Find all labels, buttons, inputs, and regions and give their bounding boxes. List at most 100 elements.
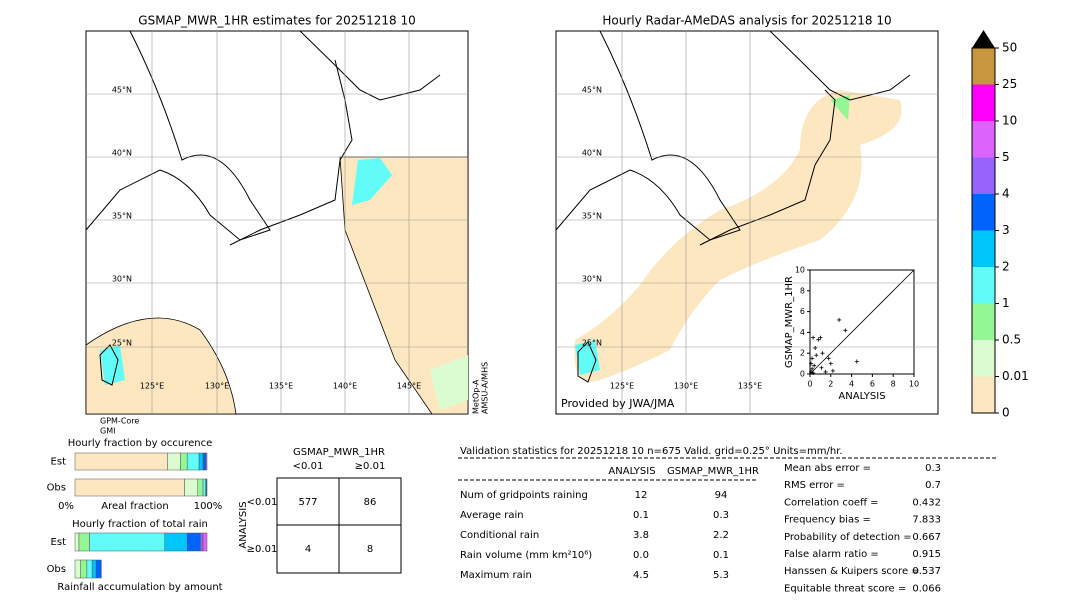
colorbar-label: 10 (1002, 114, 1017, 128)
score-label: Hanssen & Kuipers score = (784, 566, 920, 577)
row-value: 0.0 (633, 550, 649, 561)
x-tick-label: 0 (807, 380, 812, 389)
score-label: Probability of detection = (784, 532, 912, 543)
colorbar-label: 50 (1002, 41, 1017, 55)
row-axis: ANALYSIS (238, 501, 249, 548)
bar-segment (74, 559, 81, 579)
table-cell: 86 (364, 497, 377, 508)
score-label: False alarm ratio = (784, 549, 879, 560)
row-label: Num of gridpoints raining (460, 490, 588, 501)
colorbar-segment (972, 84, 995, 121)
y-tick-label: 4 (800, 328, 805, 337)
score-value: 0.915 (912, 549, 941, 560)
x-tick-label: 4 (849, 380, 854, 389)
category-label: Obs (47, 564, 66, 575)
table-cell: 4 (305, 544, 311, 555)
lon-label: 145°E (397, 382, 421, 391)
y-tick-label: 8 (800, 286, 805, 295)
lon-label: 130°E (205, 382, 229, 391)
row-header: <0.01 (247, 497, 278, 508)
row-label: Conditional rain (460, 530, 539, 541)
colorbar-segment (972, 157, 995, 194)
lat-label: 45°N (112, 86, 132, 95)
scatter-point (830, 368, 835, 373)
scatter-point (809, 369, 814, 374)
colorbar-extend (972, 30, 995, 48)
row-value: 0.1 (713, 550, 729, 561)
chart-title: Hourly fraction by occurence (68, 438, 212, 449)
bar-segment (186, 532, 201, 552)
colorbar-segment (972, 48, 995, 85)
score-value: 0.066 (912, 583, 941, 594)
colorbar-label: 1 (1002, 296, 1010, 310)
scatter-point (828, 361, 833, 366)
credit: Provided by JWA/JMA (561, 397, 675, 410)
score-label: Mean abs error = (784, 463, 871, 474)
bar-segment (206, 478, 208, 497)
x-axis-label: ANALYSIS (838, 391, 885, 402)
scatter-point (854, 359, 859, 364)
colorbar-label: 3 (1002, 223, 1010, 237)
category-label: Est (51, 457, 67, 468)
bar-segment (164, 532, 188, 552)
score-label: RMS error = (784, 480, 845, 491)
scatter-point (823, 369, 828, 374)
scatter-point (812, 363, 817, 368)
lat-label: 45°N (582, 86, 602, 95)
colorbar-segment (972, 121, 995, 158)
y-tick-label: 10 (795, 266, 805, 275)
lon-label: 125°E (140, 382, 164, 391)
stats-header: Validation statistics for 20251218 10 n=… (460, 446, 843, 457)
category-label: Est (51, 537, 67, 548)
chart-title: Hourly fraction of total rain (72, 519, 208, 530)
score-value: 0.537 (912, 566, 941, 577)
bar-segment (74, 478, 185, 497)
table-cell: 8 (367, 544, 373, 555)
lat-label: 25°N (582, 339, 602, 348)
bar-segment (89, 532, 166, 552)
row-label: Rain volume (mm km²10⁶) (460, 550, 592, 561)
scatter-point (814, 353, 819, 358)
colorbar-segment (972, 267, 995, 304)
bar-segment (186, 452, 200, 471)
lon-label: 130°E (674, 382, 698, 391)
row-value: 0.3 (713, 510, 729, 521)
score-value: 0.432 (912, 497, 941, 508)
colorbar-label: 2 (1002, 260, 1010, 274)
colorbar-label: 25 (1002, 77, 1017, 91)
y-tick-label: 6 (800, 307, 805, 316)
lon-label: 135°E (738, 382, 762, 391)
row-value: 5.3 (713, 570, 729, 581)
axis-label: Areal fraction (101, 501, 168, 512)
x-tick-label: 10 (909, 380, 919, 389)
column-header: ≥0.01 (355, 461, 386, 472)
scatter-point (818, 335, 823, 340)
scatter-point (819, 365, 824, 370)
bar-segment (205, 452, 208, 471)
score-label: Equitable threat score = (784, 583, 906, 594)
chart-footer: Rainfall accumulation by amount (57, 582, 222, 593)
score-label: Frequency bias = (784, 515, 871, 526)
axis-label: 100% (194, 501, 223, 512)
bar-segment (74, 532, 80, 552)
dynamic: GSMAP_MWR_1HR estimates for 20251218 10 4… (47, 14, 1029, 595)
x-tick-label: 8 (891, 380, 896, 389)
x-tick-label: 2 (828, 380, 833, 389)
bar-segment (200, 532, 204, 552)
bar-segment (80, 559, 88, 579)
bar-segment (184, 478, 199, 497)
colorbar-label: 4 (1002, 187, 1010, 201)
y-axis-label: GSMAP_MWR_1HR (784, 276, 795, 368)
table-title: GSMAP_MWR_1HR (293, 447, 385, 458)
row-label: Average rain (460, 510, 524, 521)
bar-segment (197, 478, 204, 497)
scatter-point (810, 366, 815, 371)
scatter-point (810, 356, 815, 361)
row-value: 94 (715, 490, 728, 501)
colorbar-segment (972, 303, 995, 340)
column-header: GSMAP_MWR_1HR (667, 466, 759, 477)
column-header: ANALYSIS (608, 466, 655, 477)
lon-label: 140°E (333, 382, 357, 391)
bar-segment (198, 452, 204, 471)
